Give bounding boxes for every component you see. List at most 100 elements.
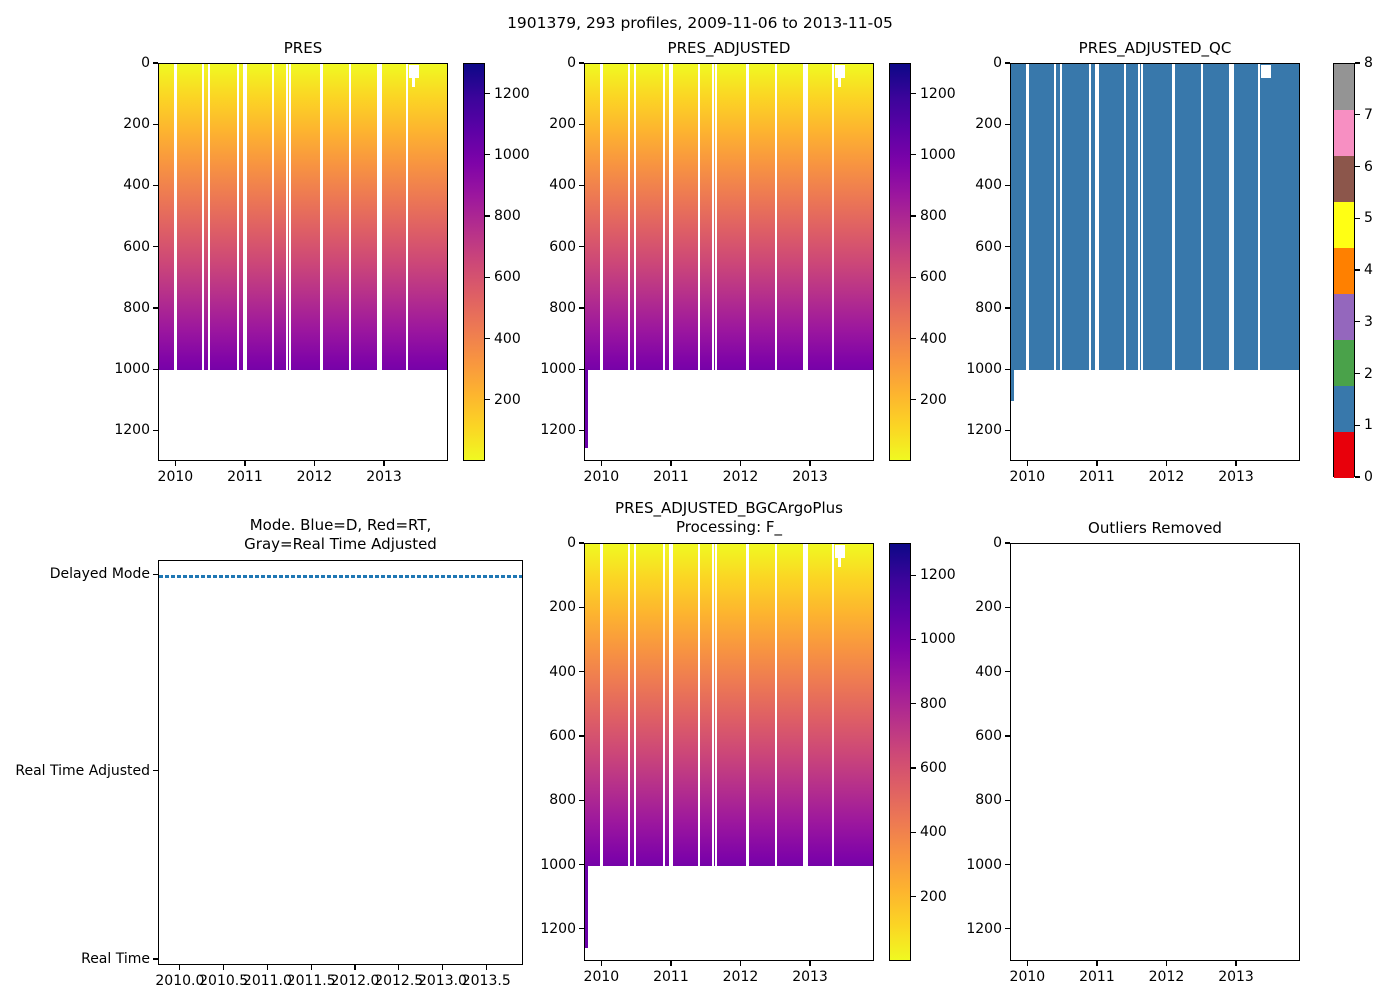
data-gap-4: [1094, 64, 1097, 371]
panel-axes-pres_adjusted_qc: [1010, 63, 1300, 461]
ytick-label-pres_adjusted-0: 0: [567, 55, 576, 71]
xtick-mark-mode-6: [441, 965, 444, 970]
ytick-label-outliers_removed-3: 600: [975, 727, 1002, 744]
xtick-mark-pres_adjusted_bgcargoplus-1: [670, 961, 672, 966]
data-gap-1: [627, 64, 631, 371]
xtick-mark-mode-3: [310, 965, 312, 970]
xtick-label-outliers_removed-1: 2011: [1079, 969, 1115, 985]
ytick-label-mode-1: Real Time Adjusted: [15, 762, 150, 779]
panel-axes-mode: [158, 560, 523, 965]
data-gap-13: [831, 544, 834, 866]
xtick-label-mode-1: 2010.5: [199, 973, 249, 989]
xtick-label-pres_adjusted_bgcargoplus-1: 2011: [653, 969, 689, 985]
ytick-mark-pres_adjusted_bgcargoplus-4: [579, 799, 584, 801]
data-gap-13: [831, 64, 834, 371]
panel-title-pres_adjusted: PRES_ADJUSTED: [667, 39, 791, 57]
data-gap-13: [1257, 64, 1260, 371]
ytick-label-pres-6: 1200: [114, 422, 150, 439]
ytick-mark-outliers_removed-4: [1005, 799, 1010, 801]
colorbar-segment-8: [1334, 64, 1354, 110]
data-field-pres: [159, 64, 447, 371]
xtick-mark-pres-0: [174, 461, 176, 466]
ytick-label-pres_adjusted_bgcargoplus-2: 400: [549, 663, 576, 680]
xtick-label-mode-3: 2011.5: [286, 973, 336, 989]
data-gap-13: [405, 64, 408, 371]
data-gap-10: [348, 64, 352, 371]
data-gap-0: [600, 64, 603, 371]
ytick-label-pres-2: 400: [123, 177, 150, 194]
mode-series-line: [159, 575, 522, 578]
data-gap-2: [633, 544, 637, 866]
ytick-label-pres_adjusted_qc-5: 1000: [966, 361, 1002, 378]
xtick-mark-pres_adjusted_qc-0: [1026, 461, 1028, 466]
ytick-label-pres-1: 200: [123, 116, 150, 133]
data-gap-5: [1096, 64, 1100, 371]
colorbar-tickmark-pres_adjusted-5: [911, 93, 916, 95]
data-gap-0: [1026, 64, 1029, 371]
ytick-label-mode-2: Real Time: [81, 950, 150, 967]
colorbar-tickmark-pres_adjusted-0: [911, 399, 916, 401]
colorbar-tickmark-pres_adjusted_qc-4: [1355, 269, 1360, 271]
data-gap-7: [285, 64, 288, 371]
ytick-mark-pres_adjusted_qc-2: [1005, 184, 1010, 187]
deep-spike-pres_adjusted_qc: [1011, 370, 1014, 401]
data-gap-1: [627, 544, 631, 866]
colorbar-tickmark-pres-4: [485, 154, 490, 156]
xtick-mark-pres_adjusted-0: [600, 461, 602, 466]
ytick-mark-outliers_removed-1: [1005, 606, 1010, 608]
data-field-pres_adjusted_qc: [1011, 64, 1299, 371]
colorbar-tickmark-pres_adjusted_qc-8: [1355, 62, 1360, 64]
data-gap-9: [746, 64, 749, 371]
xtick-mark-mode-7: [485, 965, 487, 970]
data-gap-10: [1200, 64, 1204, 371]
ytick-label-pres-4: 800: [123, 299, 150, 316]
colorbar-tick-pres_adjusted_qc-1: 1: [1364, 417, 1373, 434]
data-gap-8: [714, 64, 718, 371]
data-gap-11: [803, 544, 806, 866]
data-gap-4: [242, 64, 245, 371]
xtick-label-pres_adjusted_qc-1: 2011: [1079, 469, 1115, 485]
ytick-label-pres_adjusted-2: 400: [549, 177, 576, 194]
data-gap-7: [1137, 64, 1140, 371]
data-gap-1: [201, 64, 205, 371]
data-gap-10: [774, 64, 778, 371]
xtick-mark-outliers_removed-0: [1026, 961, 1028, 966]
panel-title-mode: Mode. Blue=D, Red=RT, Gray=Real Time Adj…: [244, 516, 437, 553]
colorbar-tick-pres_adjusted_qc-5: 5: [1364, 210, 1373, 227]
colorbar-tick-pres_adjusted_bgcargoplus-0: 200: [920, 888, 947, 905]
data-gap-9: [1172, 64, 1175, 371]
data-gap-0: [600, 544, 603, 866]
data-gap-11: [803, 64, 806, 371]
colorbar-tickmark-pres_adjusted-2: [911, 276, 916, 278]
data-gap-11: [377, 64, 380, 371]
xtick-label-outliers_removed-2: 2012: [1148, 969, 1185, 985]
ytick-mark-pres_adjusted_qc-4: [1005, 307, 1010, 309]
ytick-mark-pres_adjusted-3: [579, 246, 584, 248]
xtick-label-pres_adjusted-1: 2011: [653, 469, 689, 485]
colorbar-tick-pres_adjusted-4: 1000: [920, 146, 956, 163]
colorbar-segment-1: [1334, 386, 1354, 432]
colorbar-tick-pres_adjusted-2: 600: [920, 269, 947, 286]
ytick-label-pres_adjusted_bgcargoplus-5: 1000: [540, 856, 576, 873]
data-gap-8: [1140, 64, 1144, 371]
colorbar-tick-pres_adjusted_qc-0: 0: [1364, 469, 1373, 485]
ytick-label-pres_adjusted_qc-3: 600: [975, 238, 1002, 255]
data-field-pres_adjusted_bgcargoplus: [585, 544, 873, 866]
colorbar-tickmark-pres-0: [485, 399, 490, 401]
data-gap-2: [207, 64, 211, 371]
ytick-mark-pres_adjusted_qc-5: [1005, 368, 1010, 370]
xtick-mark-pres_adjusted_bgcargoplus-3: [809, 961, 811, 966]
panel-axes-pres_adjusted: [584, 63, 874, 461]
xtick-label-mode-0: 2010.0: [155, 973, 205, 989]
colorbar-tickmark-pres-1: [485, 337, 490, 340]
colorbar-tick-pres-3: 800: [494, 208, 521, 225]
xtick-mark-mode-2: [266, 965, 268, 970]
ytick-mark-pres_adjusted-2: [579, 184, 584, 187]
data-gap-3: [662, 544, 666, 866]
xtick-label-pres_adjusted_qc-2: 2012: [1148, 469, 1185, 485]
colorbar-tick-pres_adjusted_qc-4: 4: [1364, 262, 1373, 278]
colorbar-tick-pres_adjusted_bgcargoplus-5: 1200: [920, 567, 956, 584]
xtick-mark-pres-1: [244, 461, 246, 466]
data-gap-7: [711, 64, 714, 371]
panel-title-pres_adjusted_bgcargoplus: PRES_ADJUSTED_BGCArgoPlus Processing: F_: [615, 499, 843, 536]
